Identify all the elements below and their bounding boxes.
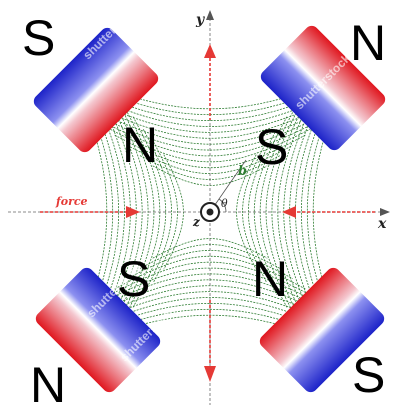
field-line-top [92,112,328,151]
field-line-right [242,141,267,283]
force-arrow-right-head-icon [282,206,296,218]
pole-label-inner-bottom-right: N [252,251,288,307]
force-arrows [40,44,375,382]
z-axis-dot-icon [206,208,214,216]
angle-label: θ [221,197,228,210]
field-line-bottom [92,273,328,312]
field-line-left [132,116,167,308]
field-line-top [94,101,326,133]
field-line-right [236,154,257,270]
angle-arc [218,198,227,213]
field-line-left [108,98,143,326]
pole-label-outer-bottom-right: S [352,347,385,403]
magnet-bottom-left [35,267,161,393]
field-line-top [101,124,319,163]
field-line-left [153,141,178,283]
y-axis-label: y [195,12,205,28]
field-line-top [94,97,326,127]
z-axis-label: z [192,215,201,229]
pole-label-outer-top-left: S [22,10,55,66]
force-arrow-left-head-icon [126,206,140,218]
field-line-right [277,98,312,326]
force-label: force [55,195,88,208]
field-line-bottom [94,291,326,323]
force-arrow-bottom-head-icon [204,366,216,382]
field-line-right [253,116,288,308]
field-vector-line [209,159,247,213]
y-axis-arrow-icon [206,10,214,20]
magnet-top-right [260,25,386,151]
pole-label-inner-top-right: S [255,119,288,175]
force-arrow-top-head-icon [204,44,216,58]
field-line-right [271,101,310,330]
pole-label-inner-top-left: N [122,117,158,173]
pole-label-outer-top-right: N [350,15,386,71]
field-line-bottom [101,261,319,300]
pole-label-inner-bottom-left: S [117,251,150,307]
magnet-bottom-right [259,267,385,393]
x-axis-arrow-icon [380,208,390,216]
x-axis-label: x [377,216,387,232]
pole-label-outer-bottom-left: N [30,357,66,413]
field-line-left [110,101,149,330]
field-line-bottom [94,297,326,327]
field-label: b [238,164,247,179]
field-line-bottom [114,255,306,290]
field-line-top [114,134,306,169]
field-line-left [142,129,172,295]
magnet-top-left [33,27,159,153]
